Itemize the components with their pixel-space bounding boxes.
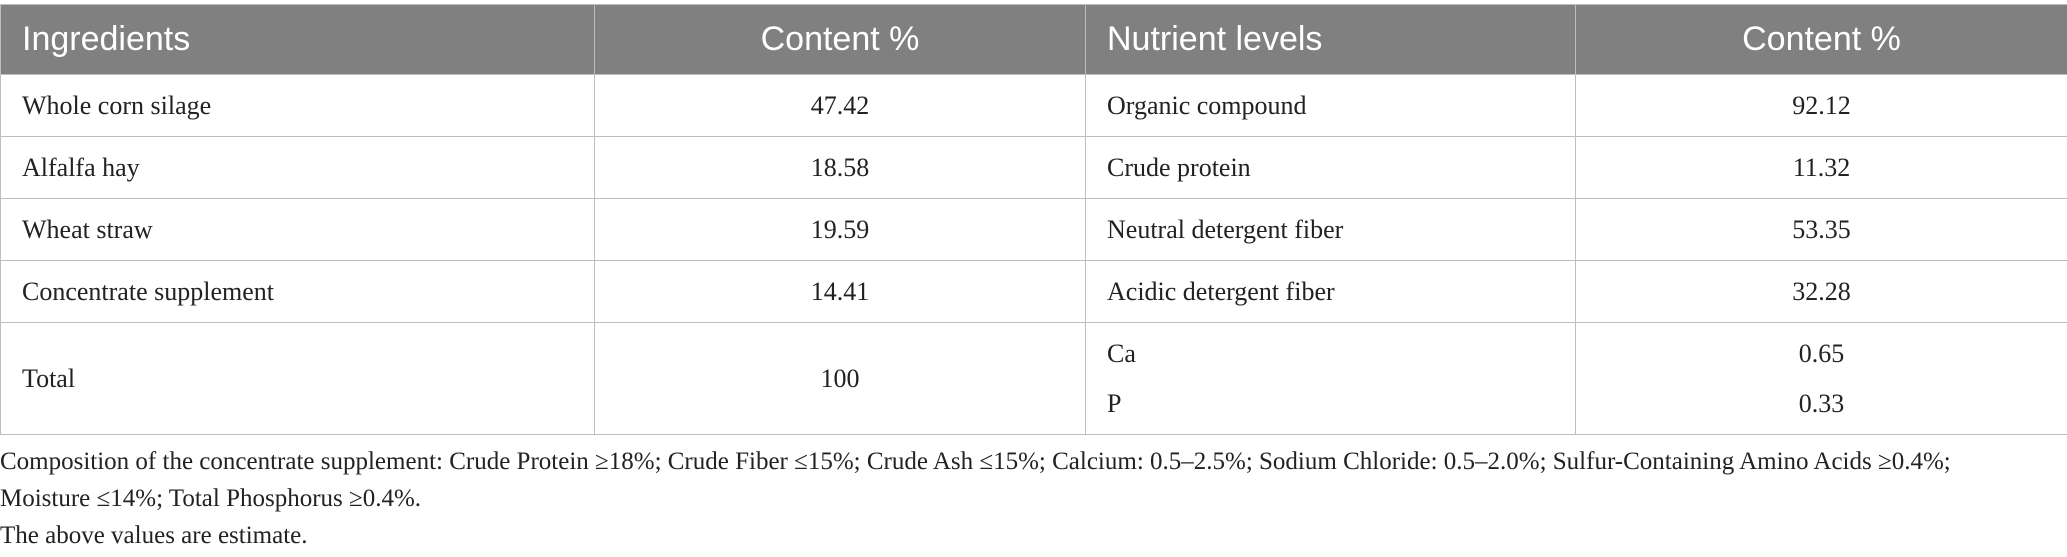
cell-line: P	[1107, 388, 1122, 418]
table-cell: Whole corn silage	[0, 74, 595, 137]
table-cell: 47.42	[594, 74, 1086, 137]
data-table: Ingredients Content % Nutrient levels Conte…	[0, 4, 2067, 435]
table-cell: Crude protein	[1085, 136, 1576, 199]
table-cell: 11.32	[1575, 136, 2067, 199]
table-cell: 100	[594, 322, 1086, 435]
column-header: Content %	[1575, 4, 2067, 75]
footnotes: Composition of the concentrate supplemen…	[0, 443, 2030, 554]
table-cell: 14.41	[594, 260, 1086, 323]
table-cell: Neutral detergent fiber	[1085, 198, 1576, 261]
table-cell: Concentrate supplement	[0, 260, 595, 323]
table-row: Concentrate supplement 14.41 Acidic deterg…	[0, 260, 2067, 323]
table-row: Wheat straw 19.59 Neutral detergent fiber 5…	[0, 198, 2067, 261]
table-cell: 0.65 0.33	[1575, 322, 2067, 435]
cell-line: 0.33	[1798, 388, 1845, 418]
table-row: Total 100 Ca P 0.65 0.33	[0, 322, 2067, 435]
table-cell: Acidic detergent fiber	[1085, 260, 1576, 323]
table-cell: Wheat straw	[0, 198, 595, 261]
column-header: Ingredients	[0, 4, 595, 75]
table-body: Whole corn silage 47.42 Organic compound 92…	[0, 74, 2067, 435]
table-cell: Total	[0, 322, 595, 435]
footnote: Composition of the concentrate supplemen…	[0, 448, 1951, 512]
table-cell: 92.12	[1575, 74, 2067, 137]
column-header: Content %	[594, 4, 1086, 75]
table-cell: Alfalfa hay	[0, 136, 595, 199]
header-row: Ingredients Content % Nutrient levels Conte…	[0, 4, 2067, 75]
table-row: Whole corn silage 47.42 Organic compound 92…	[0, 74, 2067, 137]
footnote: The above values are estimate.	[0, 522, 308, 549]
cell-line: Ca	[1107, 338, 1136, 368]
table-cell: Ca P	[1085, 322, 1576, 435]
table-cell: Organic compound	[1085, 74, 1576, 137]
cell-line: 0.65	[1798, 338, 1845, 368]
table-cell: 32.28	[1575, 260, 2067, 323]
table-cell: 19.59	[594, 198, 1086, 261]
table-cell: 53.35	[1575, 198, 2067, 261]
table-cell: 18.58	[594, 136, 1086, 199]
column-header: Nutrient levels	[1085, 4, 1576, 75]
table-row: Alfalfa hay 18.58 Crude protein 11.32	[0, 136, 2067, 199]
